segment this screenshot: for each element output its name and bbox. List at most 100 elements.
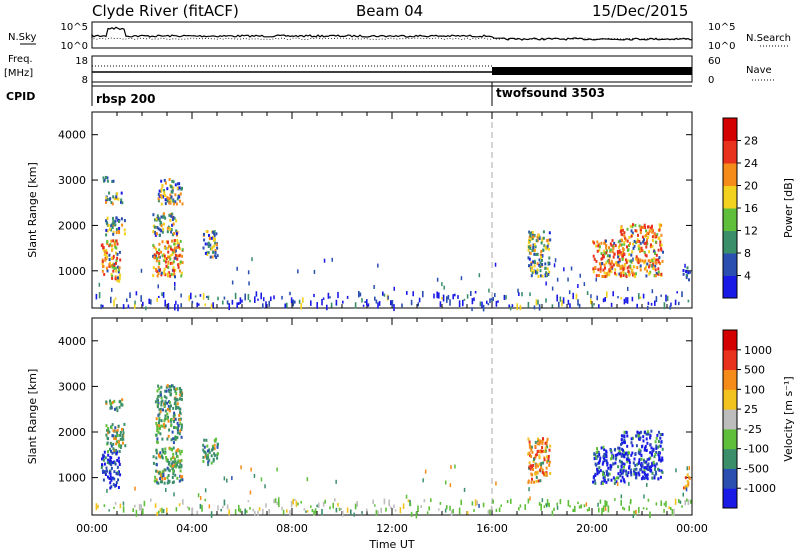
data-point	[473, 297, 475, 302]
data-point	[622, 270, 625, 274]
panel-frame	[91, 111, 693, 309]
nsky-frame	[91, 21, 693, 49]
data-point	[670, 507, 672, 511]
data-point	[165, 458, 168, 462]
data-point	[295, 500, 298, 507]
data-point	[274, 498, 277, 503]
data-point	[617, 451, 620, 455]
data-point	[645, 245, 648, 249]
data-point	[173, 417, 176, 420]
data-point	[172, 456, 175, 460]
data-point	[366, 508, 368, 512]
data-point	[645, 234, 648, 237]
data-point	[248, 281, 250, 286]
data-point	[160, 202, 163, 206]
nsky-tick-top: 10^5	[61, 22, 88, 33]
data-point	[645, 448, 648, 452]
data-point	[574, 505, 576, 513]
data-point	[627, 286, 629, 291]
data-point	[635, 509, 637, 514]
data-point	[234, 292, 237, 300]
data-point	[316, 504, 318, 508]
data-point	[180, 428, 183, 431]
data-point	[108, 227, 111, 231]
data-point	[101, 464, 104, 467]
data-point	[577, 501, 579, 505]
data-point	[173, 269, 175, 273]
data-point	[210, 303, 213, 310]
data-point	[655, 444, 658, 448]
data-point	[631, 270, 634, 274]
data-point	[551, 286, 554, 291]
data-point	[685, 487, 688, 492]
data-point	[628, 481, 630, 486]
data-point	[111, 476, 114, 480]
data-point	[654, 240, 657, 244]
data-point	[623, 242, 626, 246]
data-point	[176, 431, 179, 435]
data-point	[631, 231, 634, 235]
data-point	[116, 276, 119, 280]
data-point	[650, 227, 653, 230]
data-point	[158, 424, 161, 428]
data-point	[616, 453, 619, 457]
data-point	[300, 501, 302, 504]
data-point	[172, 469, 175, 473]
data-point	[643, 223, 646, 227]
data-point	[623, 434, 626, 438]
data-point	[172, 222, 175, 226]
data-point	[112, 219, 115, 223]
data-point	[162, 212, 165, 216]
data-point	[156, 437, 159, 441]
data-point	[546, 239, 549, 243]
data-point	[158, 259, 161, 263]
data-point	[470, 291, 472, 296]
data-point	[642, 458, 645, 462]
data-point	[115, 216, 118, 220]
data-point	[676, 291, 678, 294]
data-point	[655, 261, 658, 265]
data-point	[644, 253, 647, 257]
data-point	[519, 504, 522, 508]
data-point	[611, 454, 613, 458]
data-point	[654, 440, 657, 444]
data-point	[121, 201, 124, 205]
data-point	[165, 456, 168, 459]
data-point	[206, 444, 209, 448]
data-point	[167, 468, 170, 472]
data-point	[626, 227, 629, 231]
data-point	[166, 458, 169, 462]
data-point	[175, 219, 178, 223]
data-point	[627, 270, 630, 273]
data-point	[191, 507, 194, 515]
data-point	[176, 257, 179, 261]
data-point	[178, 479, 181, 483]
data-point	[611, 265, 614, 269]
data-point	[176, 387, 179, 391]
data-point	[171, 481, 174, 485]
data-point	[164, 260, 167, 264]
data-point	[609, 467, 612, 471]
data-point	[161, 292, 163, 297]
data-point	[161, 475, 164, 479]
data-point	[159, 508, 162, 512]
data-point	[180, 459, 183, 462]
data-point	[655, 472, 658, 476]
data-point	[117, 440, 120, 444]
data-point	[105, 424, 108, 428]
data-point	[531, 233, 534, 237]
data-point	[108, 263, 111, 267]
data-point	[471, 307, 473, 312]
data-point	[103, 273, 106, 276]
colorbar-tick-label: 24	[744, 157, 758, 170]
data-point	[115, 269, 118, 273]
data-point	[630, 473, 633, 477]
data-point	[603, 263, 606, 267]
y-tick-label: 1000	[58, 265, 86, 278]
data-point	[540, 274, 542, 278]
data-point	[169, 261, 172, 265]
data-point	[173, 457, 176, 461]
data-point	[629, 259, 632, 263]
data-point	[166, 481, 169, 485]
data-point	[646, 430, 649, 434]
